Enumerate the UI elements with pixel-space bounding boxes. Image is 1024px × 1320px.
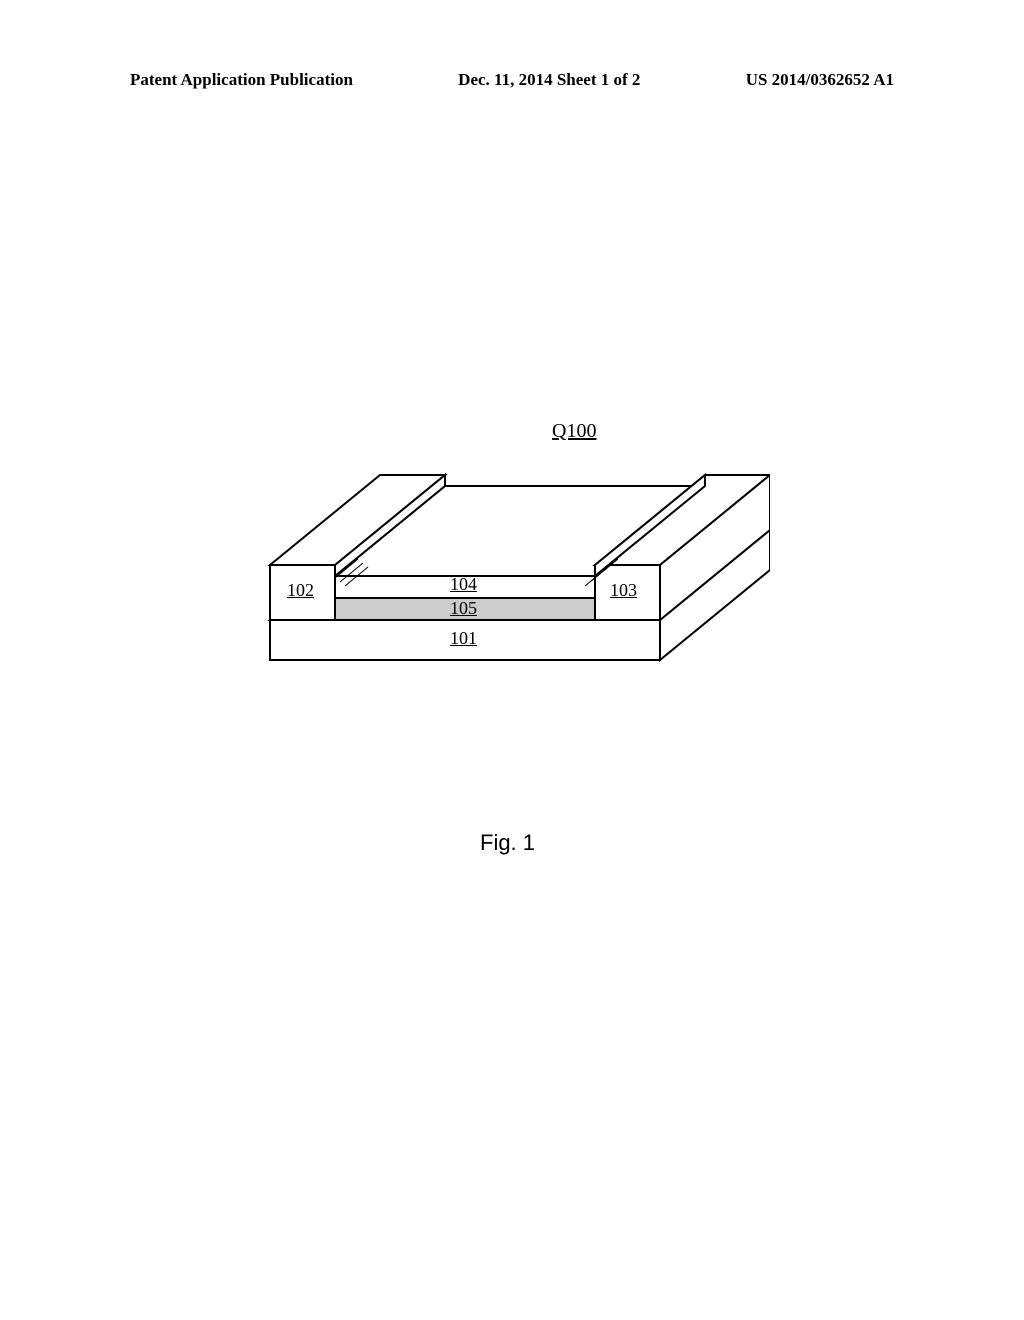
device-figure: 102 103 104 105 101 [250, 420, 770, 680]
header-center: Dec. 11, 2014 Sheet 1 of 2 [458, 70, 640, 90]
ref-104: 104 [450, 574, 477, 595]
ref-102: 102 [287, 580, 314, 601]
device-svg [250, 420, 770, 680]
page-header: Patent Application Publication Dec. 11, … [0, 70, 1024, 90]
figure-caption: Fig. 1 [480, 830, 535, 856]
header-left: Patent Application Publication [130, 70, 353, 90]
ref-103: 103 [610, 580, 637, 601]
ref-105: 105 [450, 598, 477, 619]
header-right: US 2014/0362652 A1 [746, 70, 894, 90]
ref-101: 101 [450, 628, 477, 649]
